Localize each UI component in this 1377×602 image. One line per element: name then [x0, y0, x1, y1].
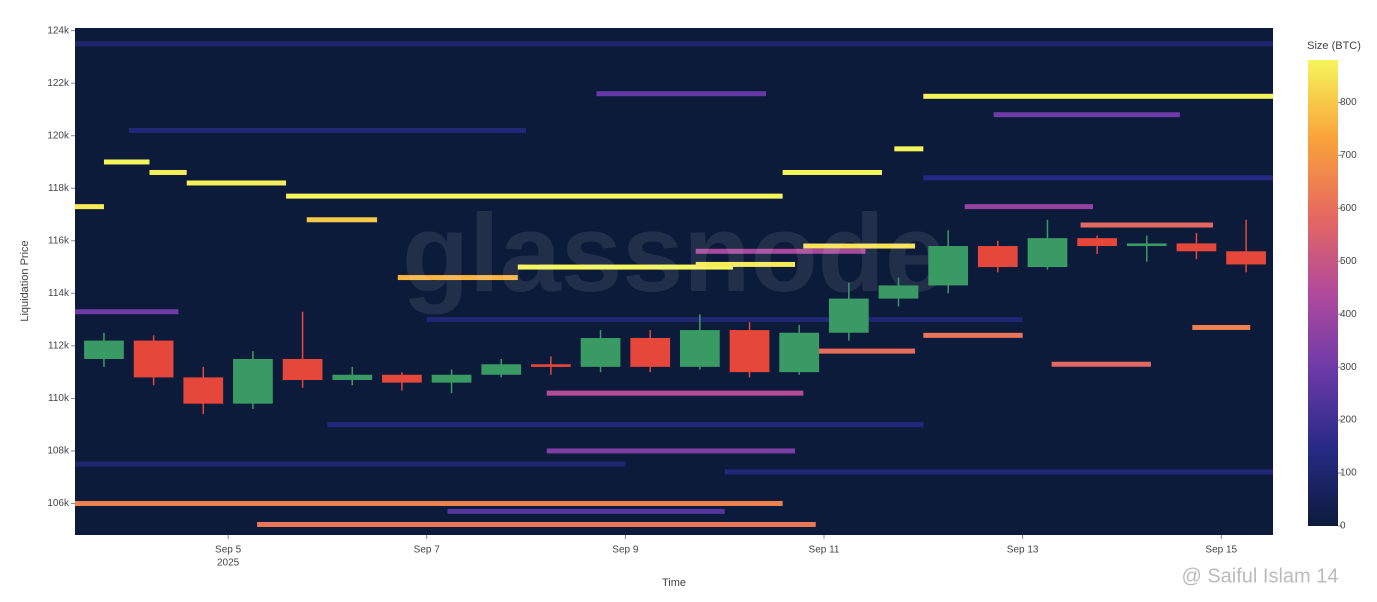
liquidation-band: [327, 422, 924, 428]
y-tick-label: 118k: [48, 183, 70, 194]
heatmap-layer: glassnode: [75, 41, 1273, 527]
liquidation-band: [546, 448, 796, 454]
liquidation-band: [75, 204, 104, 210]
colorbar: [1308, 60, 1338, 526]
liquidation-band: [803, 243, 916, 249]
candle-body: [84, 340, 124, 359]
colorbar-tick-label: 0: [1340, 521, 1346, 532]
liquidation-band: [397, 275, 518, 281]
liquidation-band: [257, 521, 816, 527]
candle-body: [1176, 243, 1217, 252]
x-tick-label: Sep 15: [1205, 545, 1237, 556]
colorbar-tick-label: 800: [1340, 97, 1357, 108]
candle-body: [481, 364, 522, 375]
colorbar-tick-label: 600: [1340, 203, 1357, 214]
candle-body: [133, 340, 174, 378]
y-tick-label: 124k: [47, 25, 70, 36]
y-tick-label: 110k: [48, 393, 70, 404]
liquidation-band: [426, 317, 1023, 323]
liquidation-band: [75, 461, 626, 467]
liquidation-band: [447, 508, 725, 514]
colorbar-title: Size (BTC): [1307, 40, 1361, 52]
liquidation-band: [993, 112, 1180, 118]
x-axis-title: Time: [662, 577, 686, 589]
liquidation-band: [546, 390, 804, 396]
candle-body: [680, 330, 720, 367]
credit: @ Saiful Islam 14: [1181, 565, 1338, 587]
x-tick-label: Sep 5: [215, 545, 242, 556]
liquidation-band: [286, 193, 783, 199]
candle-body: [282, 358, 323, 381]
x-tick-label: Sep 9: [612, 545, 639, 556]
liquidation-band: [186, 180, 287, 186]
liquidation-band: [923, 93, 1273, 99]
candle-body: [431, 374, 472, 383]
liquidation-band: [596, 91, 767, 97]
colorbar-tick-label: 100: [1340, 468, 1357, 479]
liquidation-band: [695, 261, 796, 267]
liquidation-band: [517, 264, 733, 270]
y-tick-label: 116k: [48, 235, 70, 246]
candle-body: [580, 337, 621, 367]
colorbar-tick-label: 700: [1340, 150, 1357, 161]
candle-body: [233, 358, 273, 404]
liquidation-band: [964, 204, 1093, 210]
liquidation-band: [75, 41, 1273, 47]
liquidation-band: [894, 146, 924, 152]
candle-body: [1077, 238, 1117, 247]
y-tick-label: 122k: [47, 78, 70, 89]
candle-body: [828, 298, 869, 333]
candle-body: [1027, 238, 1068, 268]
colorbar-tick-label: 400: [1340, 309, 1357, 320]
liquidation-band: [1192, 324, 1251, 330]
colorbar-tick-label: 500: [1340, 256, 1357, 267]
candle-body: [630, 337, 671, 367]
candle-body: [531, 364, 571, 367]
y-tick-label: 112k: [48, 341, 70, 352]
y-tick-label: 114k: [48, 288, 70, 299]
candle-body: [382, 374, 422, 383]
x-tick-label: Sep 7: [414, 545, 441, 556]
liquidation-band: [1080, 222, 1213, 228]
candle-body: [1226, 251, 1266, 265]
liquidation-band: [103, 159, 150, 165]
liquidation-band: [1051, 361, 1151, 367]
liquidation-band: [75, 500, 783, 506]
candle-body: [1126, 243, 1167, 247]
liquidation-band: [782, 169, 882, 175]
candle-body: [729, 330, 770, 373]
candle-body: [183, 377, 224, 404]
x-tick-label: Sep 13: [1007, 545, 1039, 556]
y-tick-label: 120k: [47, 130, 70, 141]
liquidation-band: [695, 248, 866, 254]
candle-body: [779, 332, 820, 373]
y-axis-title: Liquidation Price: [19, 240, 31, 321]
candle-body: [332, 374, 373, 381]
y-tick-label: 106k: [47, 498, 70, 509]
liquidation-band: [724, 469, 1273, 475]
watermark: glassnode: [402, 192, 946, 315]
colorbar-tick-label: 300: [1340, 362, 1357, 373]
liquidation-band: [149, 169, 187, 175]
liquidation-band: [306, 217, 378, 223]
y-tick-label: 108k: [47, 446, 70, 457]
liquidation-band: [803, 348, 916, 354]
candle-body: [977, 246, 1018, 268]
candle-body: [878, 285, 919, 299]
x-tick-label: Sep 11: [809, 545, 840, 556]
liquidation-band: [128, 127, 527, 133]
candle-body: [928, 246, 969, 286]
x-year-label: 2025: [217, 558, 240, 569]
liquidation-band: [75, 309, 179, 315]
liquidation-band: [923, 332, 1023, 338]
liquidation-band: [923, 175, 1273, 181]
colorbar-tick-label: 200: [1340, 415, 1357, 426]
